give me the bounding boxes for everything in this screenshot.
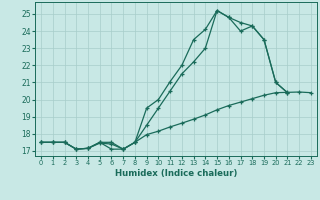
X-axis label: Humidex (Indice chaleur): Humidex (Indice chaleur): [115, 169, 237, 178]
